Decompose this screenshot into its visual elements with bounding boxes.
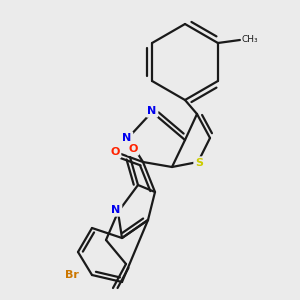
Text: O: O (128, 144, 138, 154)
Text: Br: Br (65, 270, 79, 280)
Text: N: N (111, 205, 121, 215)
Text: N: N (147, 106, 157, 116)
Text: N: N (122, 133, 132, 143)
Text: CH₃: CH₃ (242, 35, 259, 44)
Text: S: S (195, 158, 203, 168)
Text: O: O (110, 147, 120, 157)
